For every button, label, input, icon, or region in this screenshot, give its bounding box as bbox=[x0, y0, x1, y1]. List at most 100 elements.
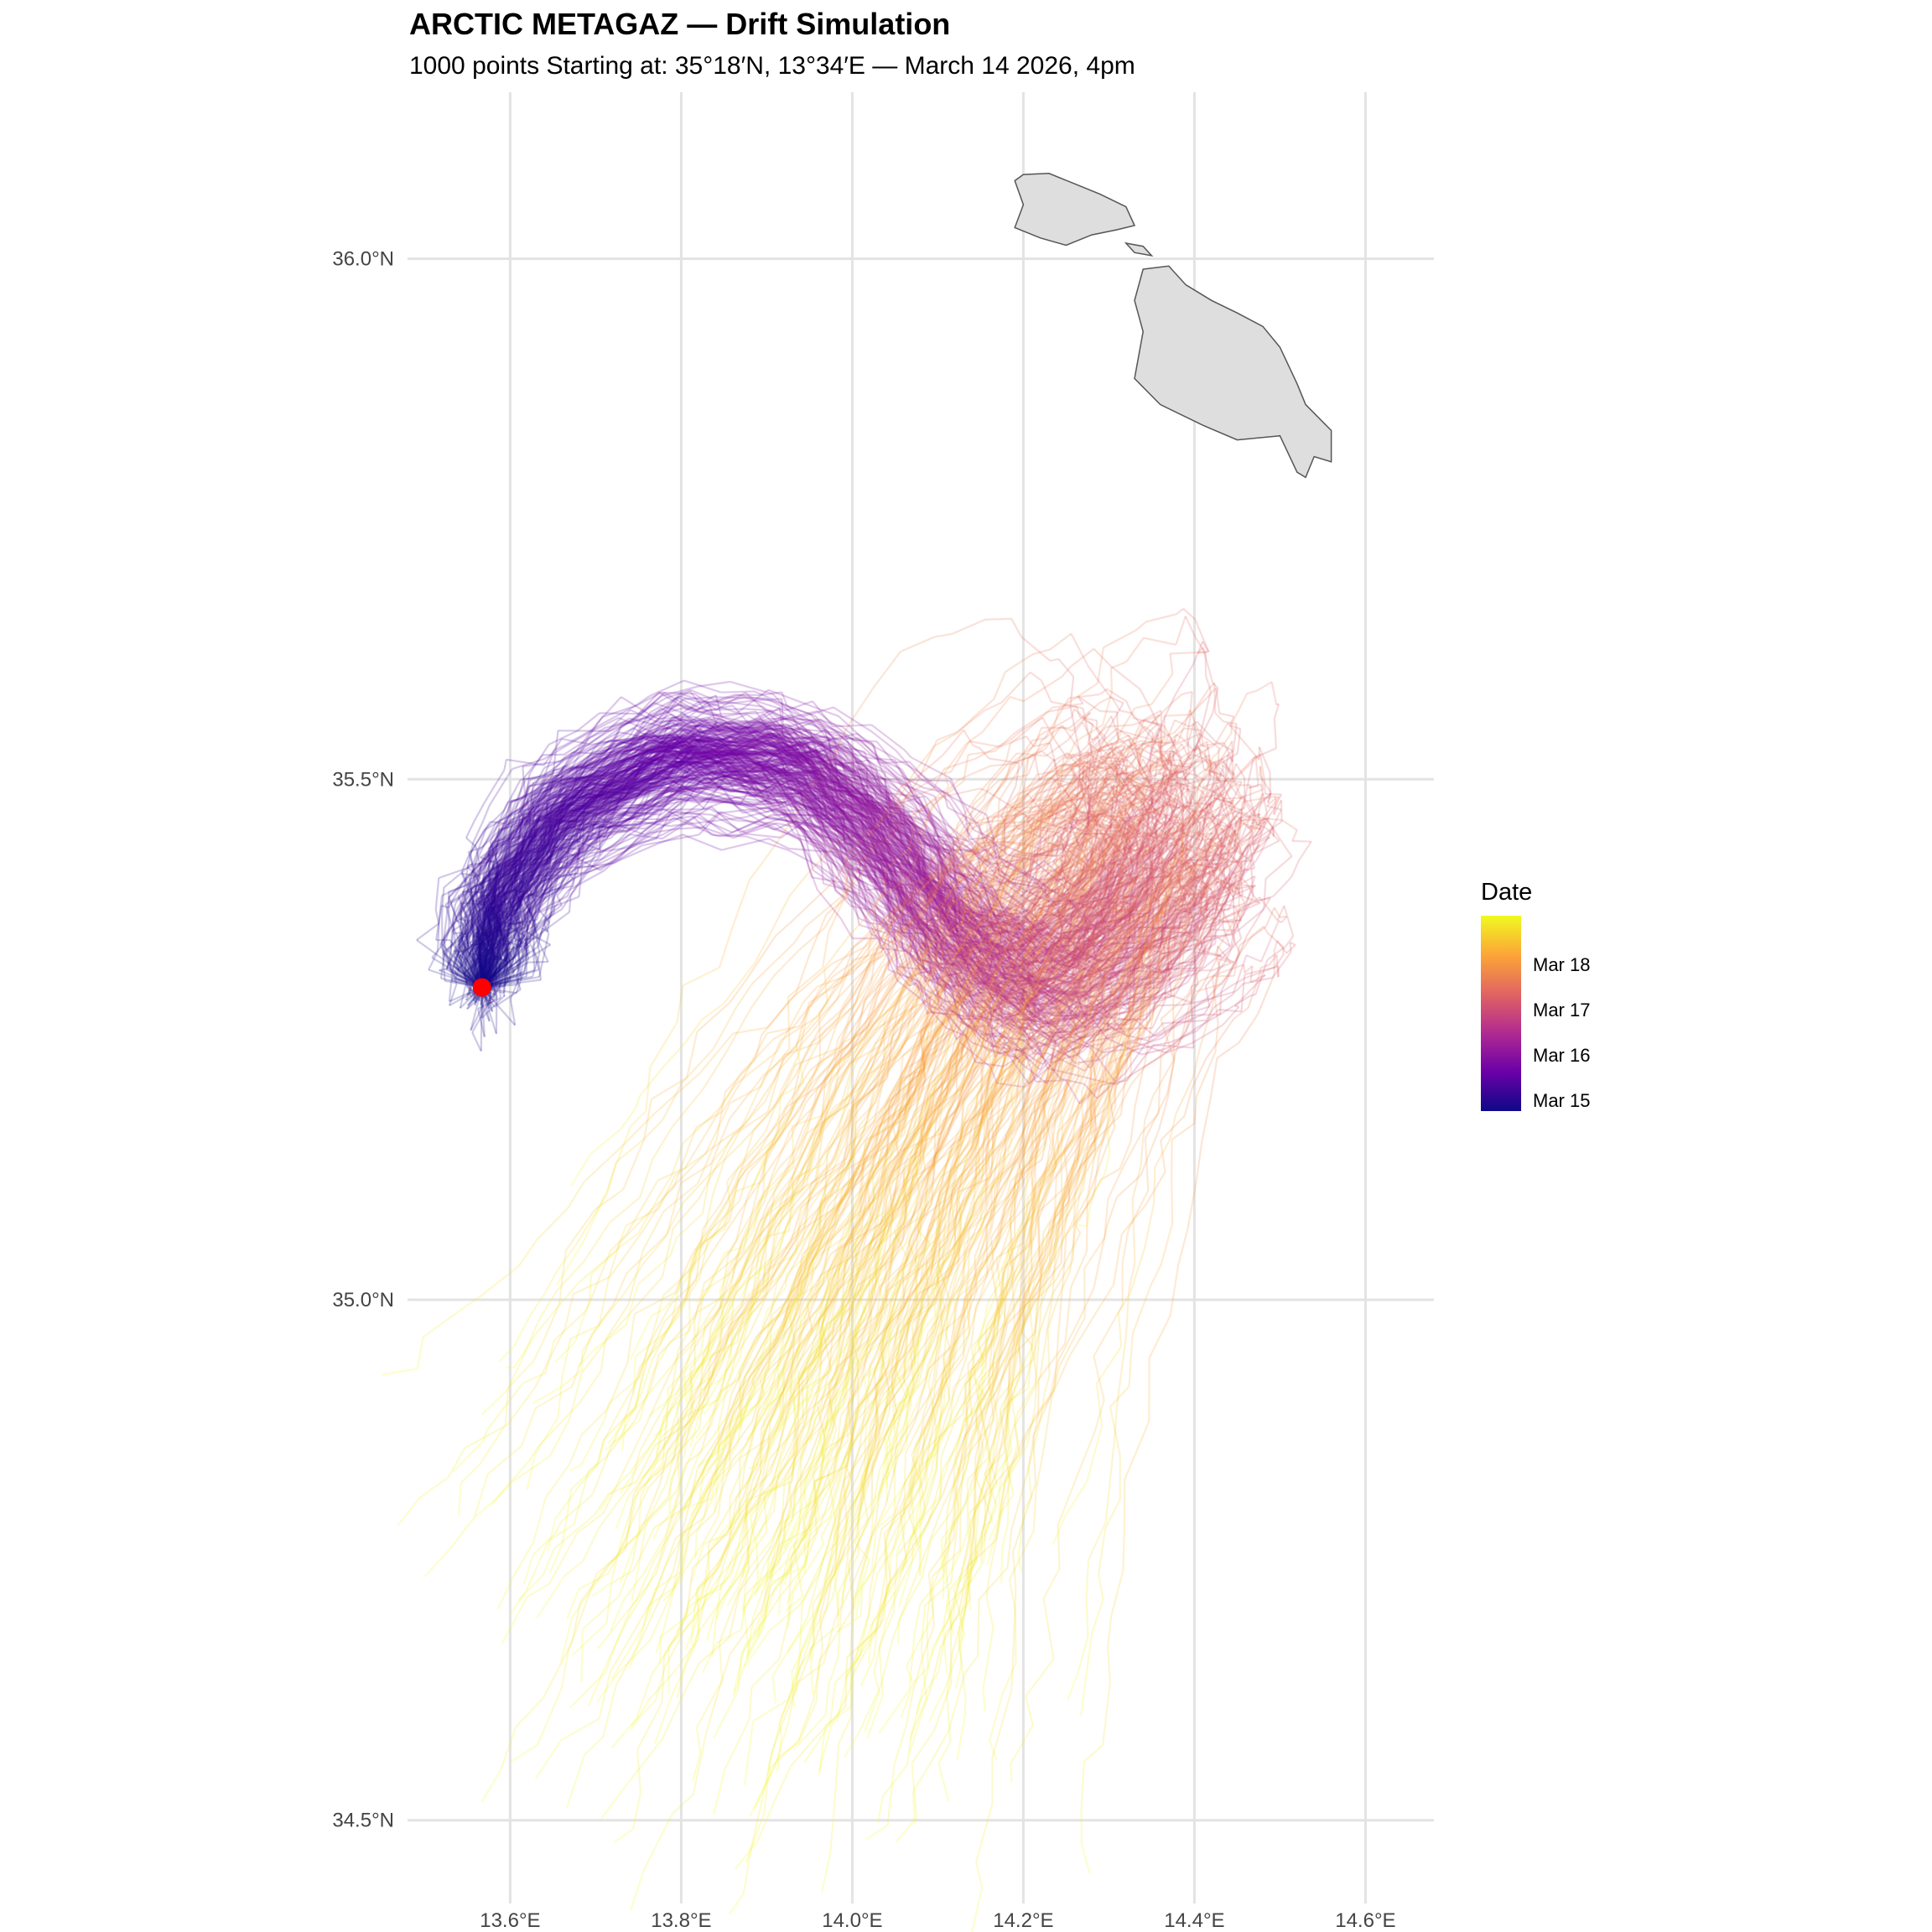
track-segment bbox=[1016, 1233, 1048, 1285]
track-segment bbox=[1072, 767, 1078, 779]
track-segment bbox=[1023, 958, 1045, 988]
track-segment bbox=[1123, 927, 1153, 946]
track-segment bbox=[580, 1628, 584, 1683]
track-segment bbox=[783, 758, 811, 776]
track-segment bbox=[483, 901, 498, 923]
track-segment bbox=[813, 749, 839, 762]
track-segment bbox=[619, 1113, 656, 1149]
track-segment bbox=[837, 793, 855, 797]
track-segment bbox=[593, 1324, 627, 1351]
track-segment bbox=[595, 753, 622, 776]
track-segment bbox=[832, 945, 867, 964]
track-segment bbox=[480, 927, 487, 940]
track-segment bbox=[1019, 898, 1048, 951]
track-segment bbox=[718, 1642, 724, 1681]
track-segment bbox=[1080, 1111, 1093, 1145]
track-segment bbox=[1068, 693, 1100, 699]
track-segment bbox=[990, 792, 1019, 822]
track-segment bbox=[1292, 839, 1311, 843]
track-segment bbox=[919, 876, 951, 901]
track-segment bbox=[654, 735, 692, 744]
track-segment bbox=[1275, 954, 1280, 978]
track-segment bbox=[1248, 783, 1261, 789]
track-segment bbox=[1005, 1283, 1019, 1320]
track-segment bbox=[548, 778, 554, 799]
track-segment bbox=[514, 866, 532, 875]
track-segment bbox=[1015, 977, 1052, 982]
track-segment bbox=[561, 1338, 572, 1378]
track-segment bbox=[607, 764, 622, 776]
track-segment bbox=[889, 1239, 896, 1275]
track-segment bbox=[1067, 1669, 1080, 1701]
track-segment bbox=[1056, 951, 1085, 989]
track-segment bbox=[1281, 819, 1298, 831]
track-segment bbox=[969, 840, 991, 866]
track-segment bbox=[991, 1391, 999, 1418]
track-segment bbox=[991, 1417, 999, 1464]
track-segment bbox=[841, 825, 880, 832]
track-segment bbox=[1047, 1042, 1075, 1069]
track-segment bbox=[792, 879, 837, 922]
track-segment bbox=[1170, 834, 1179, 846]
track-segment bbox=[1205, 1018, 1235, 1060]
track-segment bbox=[564, 724, 596, 768]
track-segment bbox=[996, 1318, 1008, 1359]
track-segment bbox=[1160, 834, 1164, 875]
track-segment bbox=[1027, 958, 1050, 995]
track-segment bbox=[526, 931, 551, 946]
track-segment bbox=[460, 1464, 480, 1483]
track-segment bbox=[468, 1296, 481, 1306]
track-segment bbox=[627, 781, 665, 788]
track-segment bbox=[741, 1032, 768, 1081]
track-segment bbox=[1114, 917, 1120, 948]
track-segment bbox=[823, 882, 862, 895]
track-segment bbox=[1135, 973, 1148, 1001]
track-segment bbox=[881, 1763, 908, 1798]
track-segment bbox=[1000, 947, 1025, 960]
track-segment bbox=[637, 760, 654, 776]
track-segment bbox=[505, 839, 533, 871]
track-segment bbox=[491, 828, 501, 852]
track-segment bbox=[915, 1142, 939, 1167]
drift-track bbox=[470, 749, 1195, 1602]
track-segment bbox=[569, 1435, 583, 1464]
track-segment bbox=[956, 883, 986, 900]
track-segment bbox=[1298, 841, 1312, 861]
track-segment bbox=[652, 729, 684, 762]
track-segment bbox=[989, 1188, 994, 1228]
track-segment bbox=[479, 1265, 520, 1298]
track-segment bbox=[482, 805, 491, 822]
track-segment bbox=[422, 1303, 470, 1338]
track-segment bbox=[1219, 712, 1234, 718]
track-segment bbox=[1257, 813, 1269, 833]
track-segment bbox=[1095, 947, 1117, 980]
track-segment bbox=[916, 869, 937, 895]
track-segment bbox=[1119, 902, 1135, 918]
track-segment bbox=[1046, 869, 1063, 900]
track-segment bbox=[731, 728, 766, 740]
track-segment bbox=[858, 1336, 875, 1353]
track-segment bbox=[1032, 1489, 1037, 1531]
track-segment bbox=[1183, 844, 1217, 863]
track-segment bbox=[1141, 809, 1158, 826]
track-segment bbox=[530, 829, 548, 866]
track-segment bbox=[965, 819, 992, 832]
track-segment bbox=[1259, 783, 1269, 814]
track-segment bbox=[1014, 878, 1046, 886]
track-segment bbox=[1075, 979, 1098, 1012]
track-segment bbox=[1004, 933, 1015, 950]
track-segment bbox=[1116, 1174, 1142, 1198]
track-segment bbox=[906, 784, 923, 805]
track-segment bbox=[1259, 967, 1262, 975]
track-segment bbox=[919, 1487, 931, 1523]
grid-lines bbox=[408, 92, 1434, 1903]
track-segment bbox=[1231, 827, 1241, 841]
track-segment bbox=[878, 830, 911, 874]
track-segment bbox=[958, 1031, 985, 1064]
track-segment bbox=[664, 779, 695, 783]
track-segment bbox=[952, 909, 988, 940]
track-segment bbox=[531, 823, 538, 841]
track-segment bbox=[1044, 875, 1056, 886]
track-segment bbox=[810, 791, 843, 828]
track-segment bbox=[1058, 1317, 1086, 1367]
